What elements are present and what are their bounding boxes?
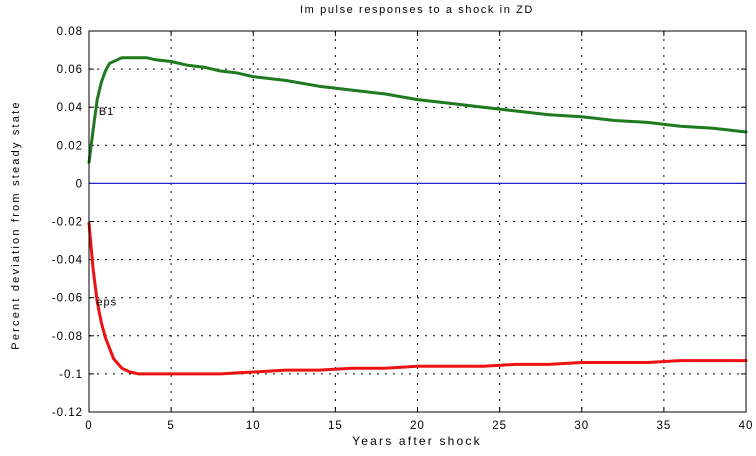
chart-title: Im pulse responses to a shock in ZD — [300, 4, 534, 16]
x-tick-label: 5 — [167, 420, 174, 432]
x-tick-label: 15 — [328, 420, 343, 432]
x-tick-label: 0 — [85, 420, 92, 432]
x-tick-label: 30 — [574, 420, 589, 432]
x-tick-label: 25 — [492, 420, 507, 432]
grid-lines — [89, 31, 746, 412]
y-tick-label: 0.06 — [57, 64, 83, 76]
y-tick-label: 0.08 — [57, 26, 83, 38]
labels: 0 5 10 15 20 25 30 35 40 0.08 0.06 0.04 0.02 0 -0.02 -0… — [52, 26, 754, 432]
series-lines — [87, 56, 748, 376]
y-tick-label: -0.1 — [59, 369, 83, 381]
x-tick-label: 20 — [410, 420, 425, 432]
series-annotation-eps: eps — [96, 297, 117, 309]
y-tick-label: 0 — [76, 178, 83, 190]
y-tick-label: -0.02 — [52, 217, 83, 229]
y-tick-label: -0.06 — [52, 293, 83, 305]
y-tick-label: -0.12 — [52, 407, 83, 419]
series-line-eps — [87, 221, 748, 376]
series-annotation-b1: B1 — [99, 106, 114, 118]
x-tick-label: 10 — [246, 420, 261, 432]
plot-frame — [88, 30, 747, 413]
y-tick-label: -0.04 — [52, 255, 83, 267]
y-tick-label: -0.08 — [52, 331, 83, 343]
x-tick-label: 40 — [739, 420, 754, 432]
y-tick-label: 0.04 — [57, 102, 83, 114]
series-line-b1 — [87, 56, 748, 164]
x-axis-label: Years after shock — [352, 434, 482, 448]
x-tick-label: 35 — [656, 420, 671, 432]
y-tick-label: 0.02 — [57, 140, 83, 152]
